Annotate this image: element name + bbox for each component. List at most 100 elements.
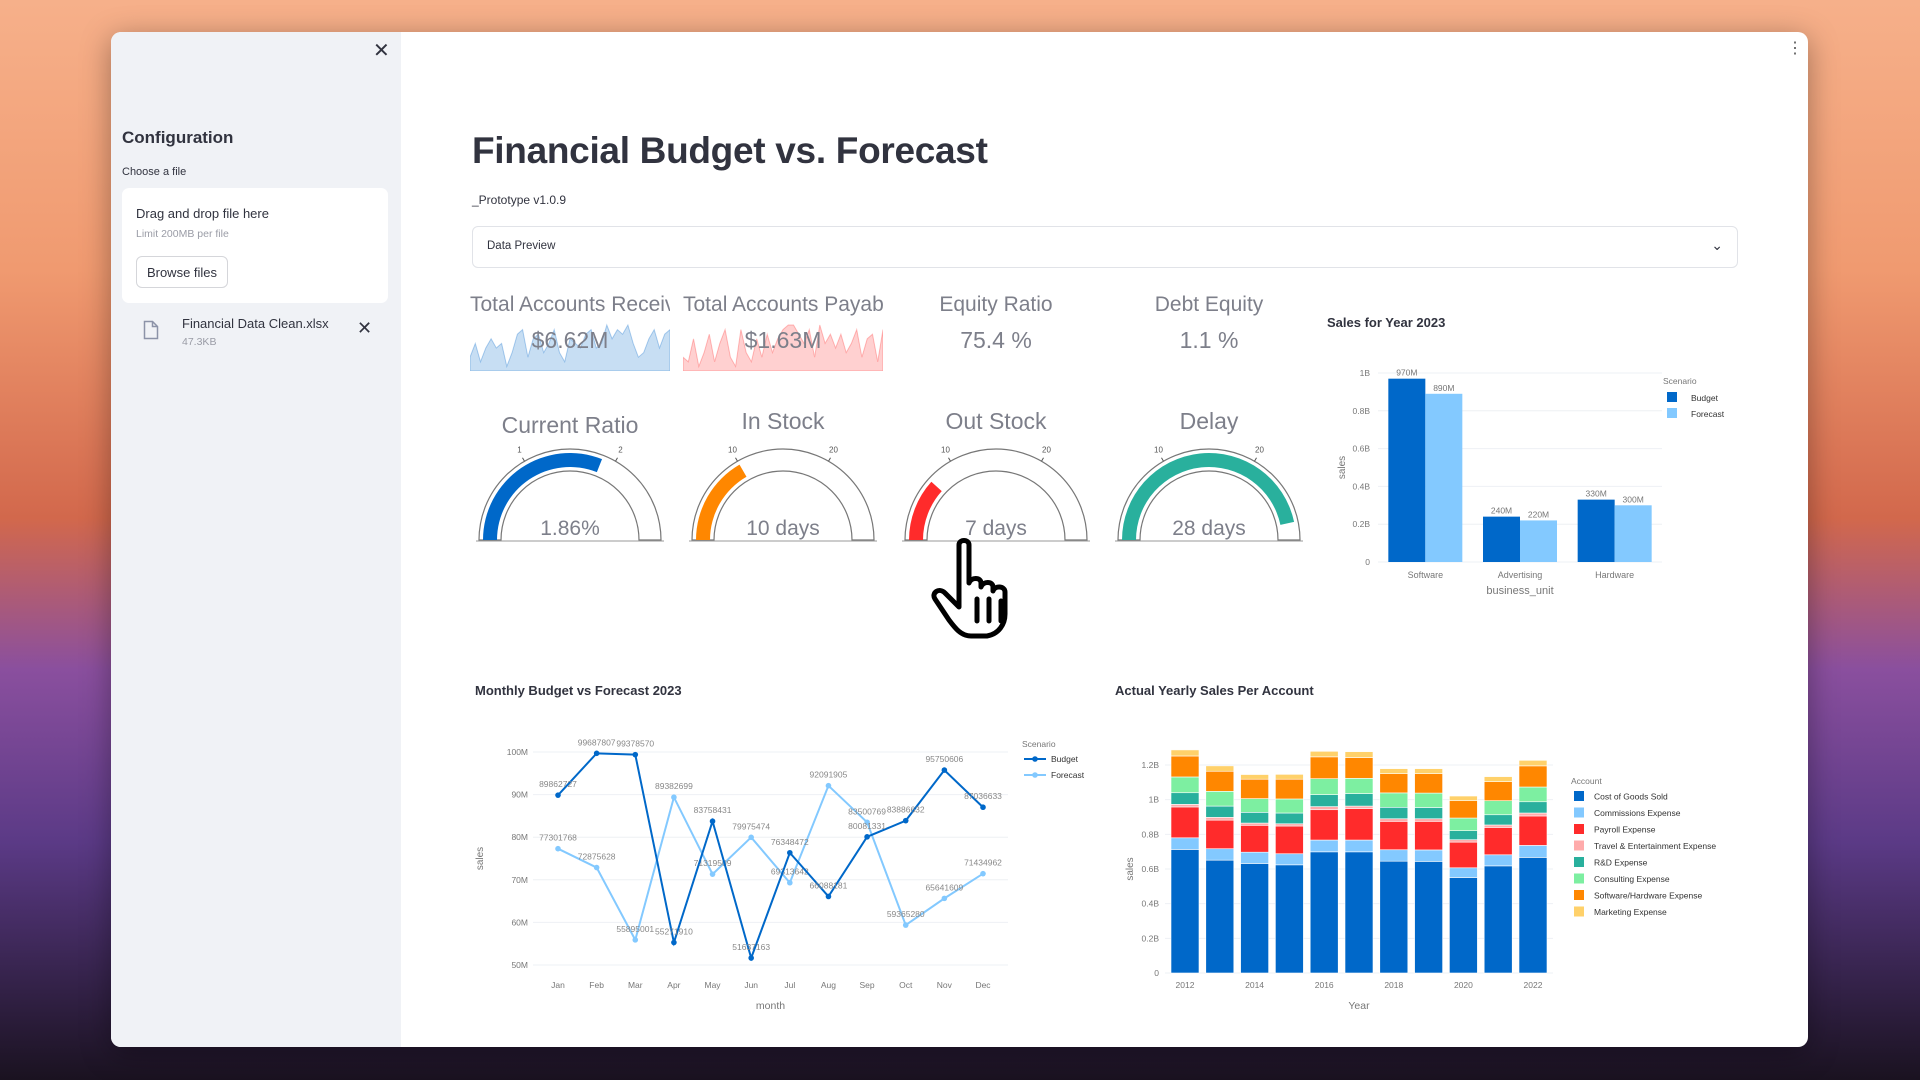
y-tick-label: 60M: [511, 917, 528, 927]
x-tick-label: Sep: [860, 980, 875, 990]
y-tick-label: 1.2B: [1142, 760, 1160, 770]
legend-label: Forecast: [1051, 770, 1085, 780]
data-point: [941, 767, 948, 773]
stacked-bar-segment: [1414, 818, 1443, 822]
kpi-title: Equity Ratio: [939, 293, 1053, 316]
stacked-bar-segment: [1379, 773, 1409, 794]
gauge-tick-label: 20: [829, 446, 838, 455]
legend-swatch: [1667, 408, 1677, 418]
legend-swatch: [1574, 824, 1584, 834]
close-icon[interactable]: ✕: [373, 40, 390, 62]
sales-2023-bar-chart: 0 0.2B 0.4B 0.6B 0.8B 1B 970M 890M Software 240M 2…: [1337, 368, 1725, 597]
stacked-bar-segment: [1344, 808, 1374, 841]
legend-label: Travel & Entertainment Expense: [1594, 841, 1716, 851]
stacked-bar-segment: [1518, 845, 1548, 858]
data-point: [593, 864, 600, 871]
gauge-value-bar: [696, 464, 747, 540]
stacked-bar-segment: [1379, 821, 1409, 851]
stacked-bar-segment: [1379, 860, 1409, 974]
yearly-chart-title: Actual Yearly Sales Per Account: [1115, 683, 1314, 698]
stacked-bar-segment: [1449, 839, 1478, 843]
stacked-bar-segment: [1275, 823, 1304, 827]
stacked-bar-segment: [1344, 851, 1374, 974]
data-label: 77301768: [539, 833, 577, 843]
gauge-tick-label: 10: [941, 446, 950, 455]
y-tick-label: 0.8B: [1353, 406, 1371, 416]
data-label: 83500769: [848, 806, 886, 816]
stacked-bar-segment: [1170, 749, 1200, 757]
sidebar: ✕ Configuration Choose a file Drag and d…: [111, 32, 401, 1047]
bar-forecast: [1425, 393, 1463, 562]
stacked-bar-segment: [1344, 751, 1374, 758]
y-tick-label: 0.4B: [1353, 481, 1371, 491]
stacked-bar-segment: [1170, 776, 1200, 794]
x-tick-label: 2012: [1176, 980, 1195, 990]
gauge-tick: [522, 457, 525, 462]
legend-label: Payroll Expense: [1594, 825, 1656, 835]
legend-title: Account: [1571, 776, 1602, 786]
bar-data-label: 240M: [1491, 506, 1512, 516]
stacked-bar-segment: [1170, 804, 1200, 808]
dropzone-text: Drag and drop file here: [136, 206, 269, 221]
x-tick-label: 2016: [1315, 980, 1334, 990]
x-tick-label: Nov: [937, 980, 953, 990]
stacked-bar-segment: [1379, 768, 1409, 774]
page-title: Financial Budget vs. Forecast: [472, 130, 988, 171]
data-point: [787, 879, 793, 886]
stacked-bar-segment: [1483, 800, 1513, 816]
legend-swatch: [1574, 791, 1584, 801]
legend-swatch: [1574, 890, 1584, 900]
y-axis-label: sales: [1125, 857, 1136, 880]
gauge-tick-label: 20: [1042, 446, 1051, 455]
y-tick-label: 0.2B: [1142, 933, 1160, 943]
data-point: [709, 818, 716, 824]
stacked-bar-segment: [1344, 839, 1374, 853]
data-point: [902, 922, 909, 928]
main-menu-icon[interactable]: ⋮: [1787, 40, 1803, 57]
data-label: 83886632: [887, 805, 925, 815]
x-tick-label: Feb: [589, 980, 604, 990]
stacked-bar-segment: [1170, 849, 1200, 974]
data-label: 79975474: [732, 821, 770, 831]
data-label: 65641609: [925, 882, 963, 892]
stacked-bar-segment: [1414, 792, 1443, 808]
sparkline-area: [683, 324, 883, 371]
gauge-value-bar: [909, 481, 942, 540]
data-point: [864, 834, 870, 840]
stacked-bar-segment: [1414, 861, 1443, 974]
stacked-bar-segment: [1275, 853, 1304, 866]
data-point: [748, 834, 754, 841]
stacked-bar-segment: [1309, 851, 1339, 974]
legend-label: Software/Hardware Expense: [1594, 891, 1702, 901]
data-label: 66088181: [810, 880, 848, 890]
remove-file-icon[interactable]: ✕: [357, 318, 373, 338]
data-label: 51637163: [732, 942, 770, 952]
uploaded-file-name: Financial Data Clean.xlsx: [182, 316, 329, 331]
browse-files-button[interactable]: Browse files: [136, 256, 228, 288]
legend-label: Budget: [1051, 754, 1079, 764]
file-dropzone[interactable]: Drag and drop file here Limit 200MB per …: [122, 188, 388, 303]
gauge-out-stock: 10 20 7 days: [902, 446, 1090, 542]
stacked-bar-segment: [1414, 773, 1443, 794]
gauge-tick: [615, 457, 618, 462]
gauge-value: 10 days: [746, 517, 820, 540]
monthly-line-chart: 50M 60M 70M 80M 90M 100M Jan Feb Mar Apr May Jun Jul…: [475, 737, 1085, 1012]
legend-swatch: [1574, 807, 1584, 818]
stacked-bar-segment: [1518, 812, 1548, 817]
data-point: [748, 955, 754, 961]
stacked-bar-segment: [1414, 849, 1443, 862]
gauge-title: Current Ratio: [501, 412, 639, 438]
data-preview-expander[interactable]: Data Preview ⌄: [472, 226, 1738, 268]
x-tick-label: Oct: [899, 980, 913, 990]
y-tick-label: 1B: [1360, 368, 1371, 378]
stacked-bar-segment: [1518, 760, 1548, 767]
gauge-value-bar: [483, 453, 603, 540]
y-tick-label: 0.8B: [1142, 829, 1160, 839]
stacked-bar-segment: [1483, 781, 1513, 802]
legend-marker: [1032, 772, 1038, 778]
stacked-bar-segment: [1449, 867, 1478, 878]
kpi-title: Total Accounts Payable: [683, 293, 883, 316]
kpi-value: $1.63M: [744, 327, 822, 353]
bar-data-label: 300M: [1623, 494, 1644, 504]
stacked-bar-segment: [1518, 815, 1548, 846]
